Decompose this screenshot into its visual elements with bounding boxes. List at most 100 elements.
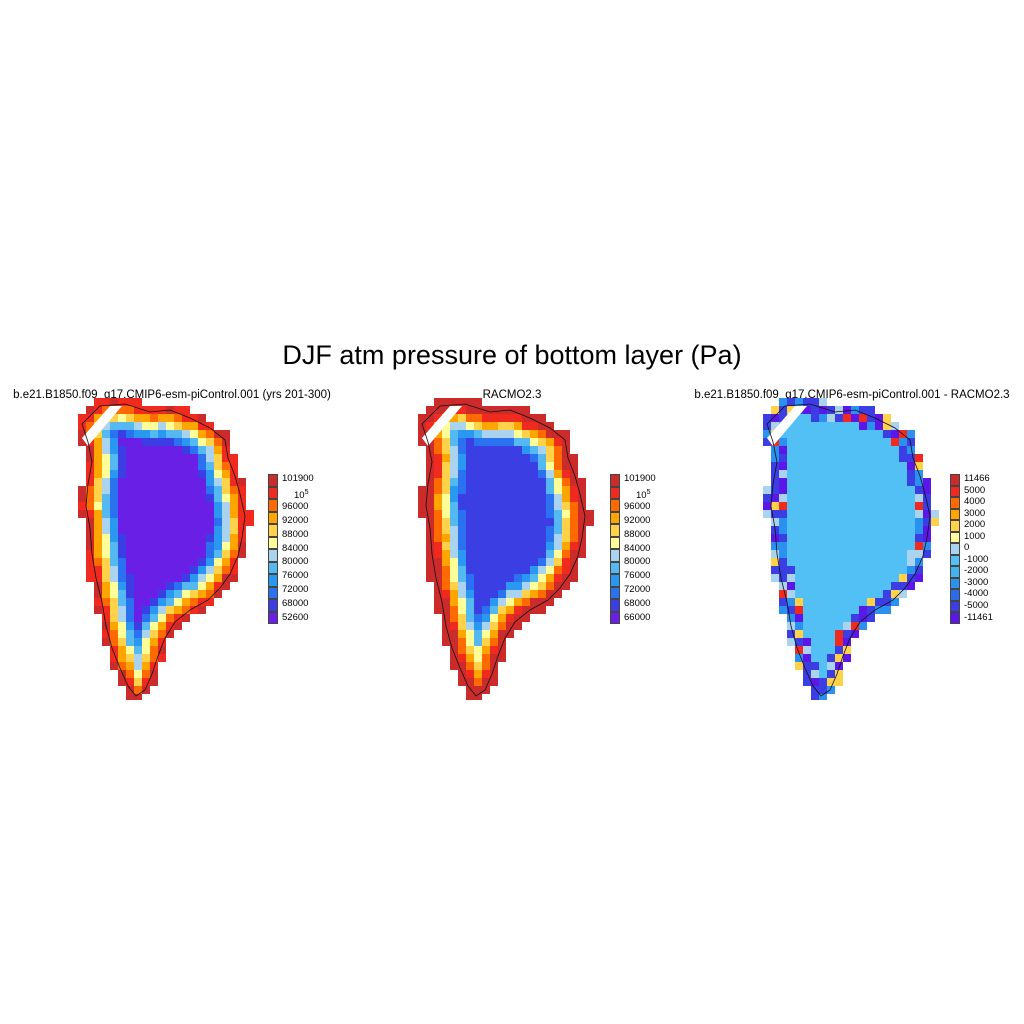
map-grid-cell: [490, 414, 498, 422]
map-grid-cell: [811, 678, 819, 686]
map-grid-cell: [158, 438, 166, 446]
map-grid-cell: [134, 422, 142, 430]
map-grid-cell: [174, 494, 182, 502]
map-grid-cell: [150, 470, 158, 478]
map-grid-cell: [134, 670, 142, 678]
map-grid-cell: [522, 606, 530, 614]
map-grid-cell: [442, 566, 450, 574]
map-grid-cell: [875, 446, 883, 454]
map-grid-cell: [899, 590, 907, 598]
map-grid-cell: [827, 502, 835, 510]
map-grid-cell: [110, 638, 118, 646]
map-grid-cell: [883, 462, 891, 470]
map-grid-cell: [466, 550, 474, 558]
map-grid-cell: [883, 478, 891, 486]
map-grid-cell: [142, 494, 150, 502]
map-grid-cell: [426, 534, 434, 542]
map-grid-cell: [795, 598, 803, 606]
map-grid-cell: [570, 550, 578, 558]
map-grid-cell: [126, 670, 134, 678]
map-grid-cell: [891, 566, 899, 574]
map-grid-cell: [578, 494, 586, 502]
map-grid-cell: [166, 518, 174, 526]
map-grid-cell: [867, 414, 875, 422]
colorbar-box: [950, 485, 960, 497]
map-grid-cell: [182, 550, 190, 558]
map-grid-cell: [134, 694, 142, 700]
map-grid-cell: [126, 446, 134, 454]
map-grid-cell: [859, 518, 867, 526]
map-grid-cell: [102, 430, 110, 438]
map-grid-cell: [795, 422, 803, 430]
map-grid-cell: [166, 494, 174, 502]
map-grid-cell: [442, 462, 450, 470]
map-grid-cell: [498, 486, 506, 494]
map-grid-cell: [851, 438, 859, 446]
map-grid-cell: [530, 486, 538, 494]
map-grid-cell: [851, 606, 859, 614]
colorbar-label: 68000: [624, 598, 651, 610]
map-grid-cell: [843, 582, 851, 590]
map-grid-cell: [787, 518, 795, 526]
map-grid-cell: [763, 510, 771, 518]
map-grid-cell: [206, 550, 214, 558]
map-grid-cell: [875, 526, 883, 534]
map-grid-cell: [835, 478, 843, 486]
map-grid-cell: [875, 422, 883, 430]
map-grid-cell: [771, 534, 779, 542]
map-grid-cell: [891, 470, 899, 478]
map-grid-cell: [214, 510, 222, 518]
map-grid-cell: [166, 414, 174, 422]
map-grid-cell: [875, 502, 883, 510]
map-grid-cell: [418, 510, 426, 518]
map-grid-cell: [803, 526, 811, 534]
map-grid-cell: [843, 574, 851, 582]
map-grid-cell: [546, 526, 554, 534]
map-grid-cell: [474, 582, 482, 590]
map-grid-cell: [843, 462, 851, 470]
map-grid-cell: [158, 654, 166, 662]
map-grid-cell: [795, 446, 803, 454]
map-grid-cell: [238, 526, 246, 534]
map-grid-cell: [803, 542, 811, 550]
map-grid-cell: [811, 654, 819, 662]
coastline: [421, 403, 586, 697]
map-grid-cell: [118, 654, 126, 662]
map-grid-cell: [102, 518, 110, 526]
map-grid-cell: [506, 414, 514, 422]
map-grid-cell: [835, 670, 843, 678]
map-grid-cell: [434, 590, 442, 598]
map-grid-cell: [851, 582, 859, 590]
map-grid-cell: [190, 454, 198, 462]
map-grid-cell: [434, 598, 442, 606]
map-grid-cell: [206, 478, 214, 486]
map-grid-cell: [859, 510, 867, 518]
map-grid-cell: [150, 534, 158, 542]
map-grid-cell: [787, 446, 795, 454]
map-grid-cell: [442, 550, 450, 558]
map-grid-cell: [158, 622, 166, 630]
map-grid-cell: [102, 502, 110, 510]
map-grid-cell: [795, 582, 803, 590]
map-grid-cell: [891, 518, 899, 526]
colorbar-box: [268, 524, 278, 537]
map-grid-cell: [859, 478, 867, 486]
map-grid-cell: [110, 542, 118, 550]
map-grid-cell: [867, 614, 875, 622]
map-grid-cell: [222, 566, 230, 574]
map-grid-cell: [546, 502, 554, 510]
map-grid-cell: [530, 598, 538, 606]
map-grid-cell: [142, 438, 150, 446]
colorbar-box: [268, 486, 278, 499]
map-grid-cell: [230, 534, 238, 542]
map-grid-cell: [514, 470, 522, 478]
map-grid-cell: [811, 446, 819, 454]
map-grid-cell: [230, 462, 238, 470]
map-grid-cell: [174, 598, 182, 606]
map-grid-cell: [222, 510, 230, 518]
map-grid-cell: [442, 510, 450, 518]
map-grid-cell: [474, 654, 482, 662]
map-grid-cell: [819, 438, 827, 446]
map-grid-cell: [538, 582, 546, 590]
map-grid-cell: [498, 558, 506, 566]
